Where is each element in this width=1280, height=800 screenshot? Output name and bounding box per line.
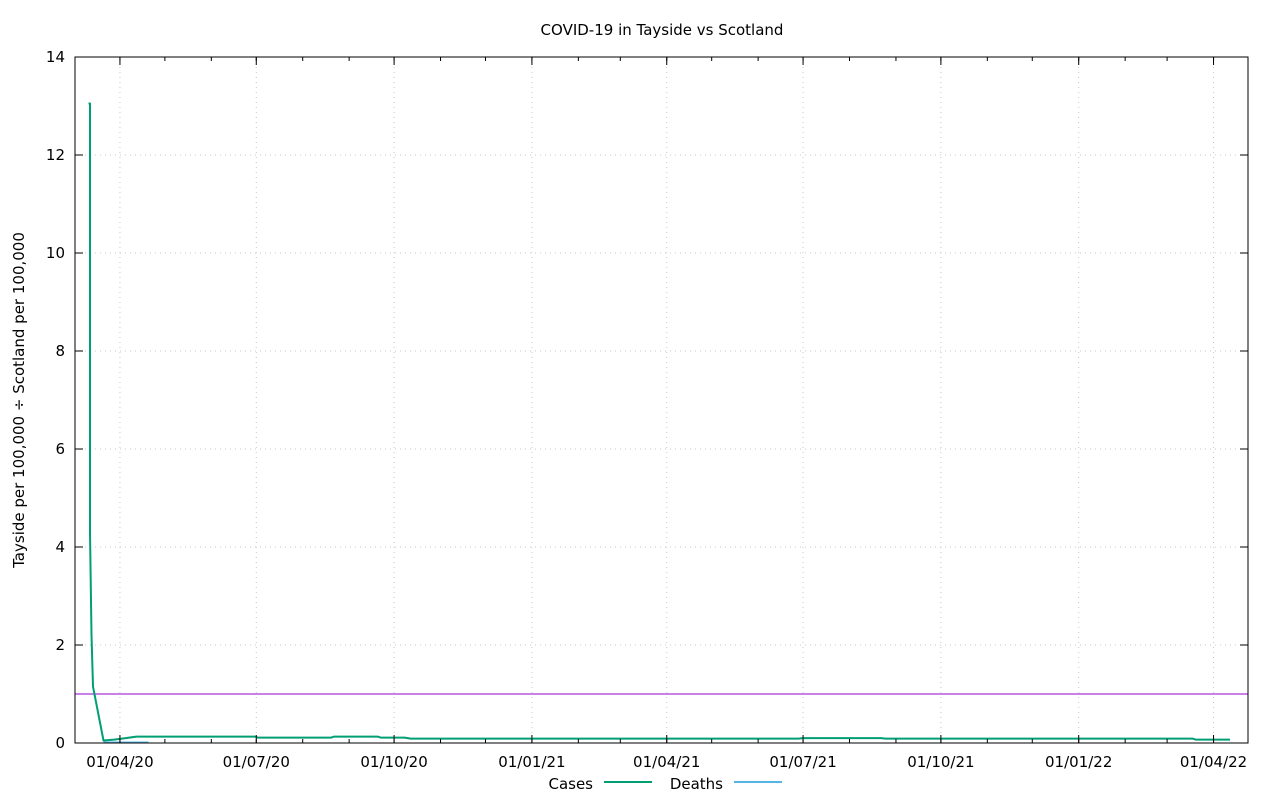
y-tick-label: 0 [55,734,65,752]
legend-label-cases: Cases [548,775,593,793]
x-tick-label: 01/10/20 [360,753,427,771]
x-tick-label: 01/10/21 [907,753,974,771]
chart-title: COVID-19 in Tayside vs Scotland [541,21,784,39]
y-tick-label: 2 [55,636,65,654]
grid [75,57,1248,743]
x-tick-label: 01/07/20 [223,753,290,771]
x-tick-label: 01/01/21 [498,753,565,771]
plot-frame [74,56,1249,744]
x-tick-label: 01/04/21 [633,753,700,771]
y-axis-label: Tayside per 100,000 ÷ Scotland per 100,0… [10,232,28,569]
y-tick-label: 6 [55,440,65,458]
y-tick-label: 8 [55,342,65,360]
legend: Cases Deaths [548,775,782,793]
x-tick-label: 01/04/20 [86,753,153,771]
legend-label-deaths: Deaths [670,775,723,793]
y-tick-label: 10 [46,244,65,262]
ticks [75,56,1248,744]
series-line-cases [88,102,1230,742]
y-tick-label: 14 [46,48,65,66]
x-tick-label: 01/04/22 [1180,753,1247,771]
series-layer [88,102,1230,744]
x-tick-label: 01/01/22 [1045,753,1112,771]
y-tick-label: 4 [55,538,65,556]
tick-labels: 0 2 4 6 8 10 12 14 01/04/20 01/07/20 01/10/20 01/01… [46,48,1247,771]
x-tick-label: 01/07/21 [769,753,836,771]
y-tick-label: 12 [46,146,65,164]
